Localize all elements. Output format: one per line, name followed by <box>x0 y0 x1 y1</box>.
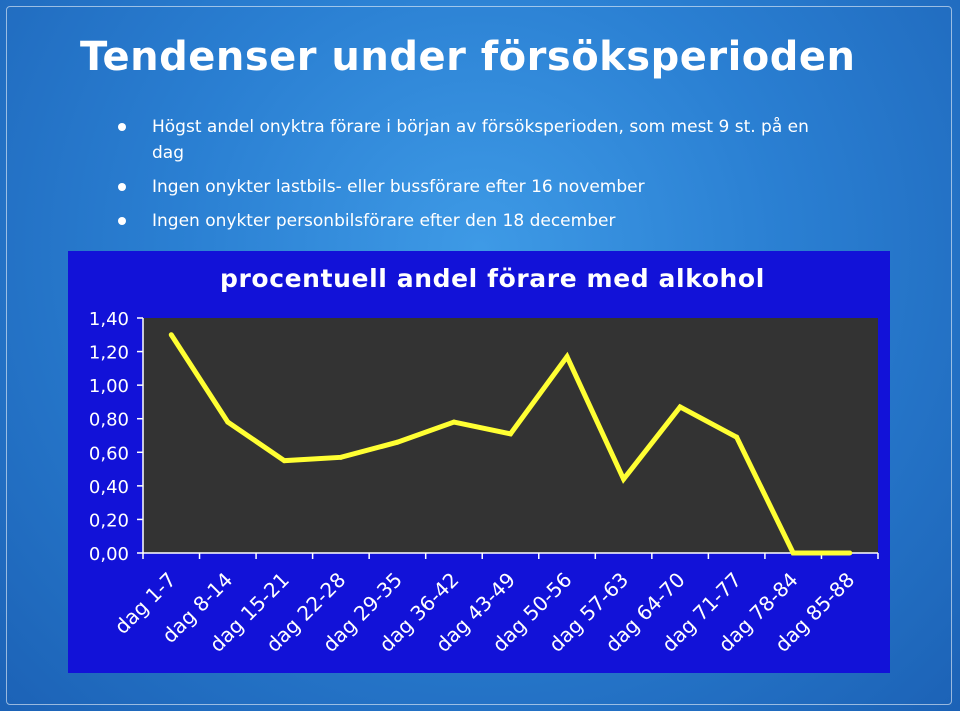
bullet-item: Ingen onykter lastbils- eller bussförare… <box>118 174 818 200</box>
y-tick-label: 0,00 <box>89 544 129 565</box>
y-tick-label: 0,60 <box>89 443 129 464</box>
bullet-list: Högst andel onyktra förare i början av f… <box>118 114 818 234</box>
data-point <box>451 419 457 425</box>
bullet-dot-icon <box>118 123 126 131</box>
slide-title: Tendenser under försöksperioden <box>80 34 856 80</box>
bullet-item: Ingen onykter personbilsförare efter den… <box>118 208 818 234</box>
data-point <box>394 439 400 445</box>
data-point <box>677 404 683 410</box>
bullet-dot-icon <box>118 217 126 225</box>
data-point <box>564 354 570 360</box>
y-tick-label: 1,40 <box>89 309 129 330</box>
data-point <box>225 419 231 425</box>
bullet-item: Högst andel onyktra förare i början av f… <box>118 114 818 166</box>
y-tick-label: 1,00 <box>89 376 129 397</box>
data-point <box>168 332 174 338</box>
data-point <box>847 550 853 556</box>
y-tick-label: 0,80 <box>89 410 129 431</box>
data-point <box>621 476 627 482</box>
bullet-text: Högst andel onyktra förare i början av f… <box>152 117 809 163</box>
data-point <box>734 434 740 440</box>
y-tick-label: 0,40 <box>89 477 129 498</box>
bullet-dot-icon <box>118 183 126 191</box>
y-tick-label: 0,20 <box>89 510 129 531</box>
data-point <box>508 431 513 437</box>
data-point <box>281 458 287 464</box>
data-point <box>338 454 344 460</box>
bullet-text: Ingen onykter personbilsförare efter den… <box>152 211 616 231</box>
bullet-text: Ingen onykter lastbils- eller bussförare… <box>152 177 645 197</box>
chart-title: procentuell andel förare med alkohol <box>220 264 765 293</box>
data-point <box>790 550 796 556</box>
y-axis-ticks: 0,00 0,20 0,40 0,60 0,80 1,00 1,20 1,40 <box>89 309 143 565</box>
y-tick-label: 1,20 <box>89 343 129 364</box>
